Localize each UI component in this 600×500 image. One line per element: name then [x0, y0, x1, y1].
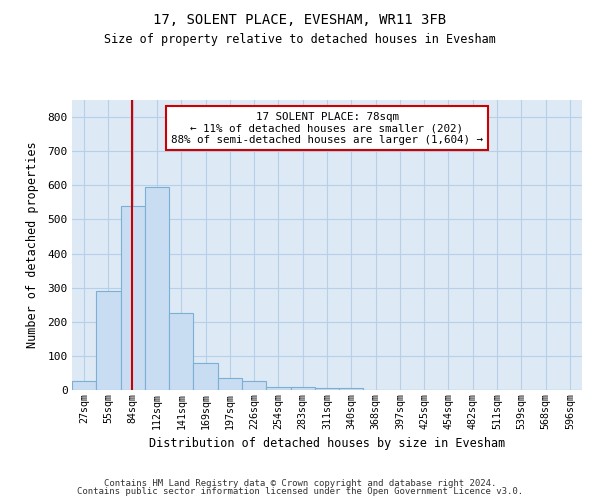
Bar — [218, 378, 242, 390]
Bar — [193, 362, 218, 390]
Y-axis label: Number of detached properties: Number of detached properties — [26, 142, 39, 348]
Bar — [121, 206, 145, 390]
Bar — [315, 388, 339, 390]
Bar — [72, 382, 96, 390]
Text: 17, SOLENT PLACE, EVESHAM, WR11 3FB: 17, SOLENT PLACE, EVESHAM, WR11 3FB — [154, 12, 446, 26]
Bar — [242, 382, 266, 390]
Text: 17 SOLENT PLACE: 78sqm
← 11% of detached houses are smaller (202)
88% of semi-de: 17 SOLENT PLACE: 78sqm ← 11% of detached… — [171, 112, 483, 145]
Bar — [169, 313, 193, 390]
Bar — [266, 386, 290, 390]
X-axis label: Distribution of detached houses by size in Evesham: Distribution of detached houses by size … — [149, 437, 505, 450]
Text: Contains HM Land Registry data © Crown copyright and database right 2024.: Contains HM Land Registry data © Crown c… — [104, 478, 496, 488]
Bar — [145, 187, 169, 390]
Text: Contains public sector information licensed under the Open Government Licence v3: Contains public sector information licen… — [77, 487, 523, 496]
Bar — [96, 291, 121, 390]
Bar — [339, 388, 364, 390]
Text: Size of property relative to detached houses in Evesham: Size of property relative to detached ho… — [104, 32, 496, 46]
Bar — [290, 388, 315, 390]
